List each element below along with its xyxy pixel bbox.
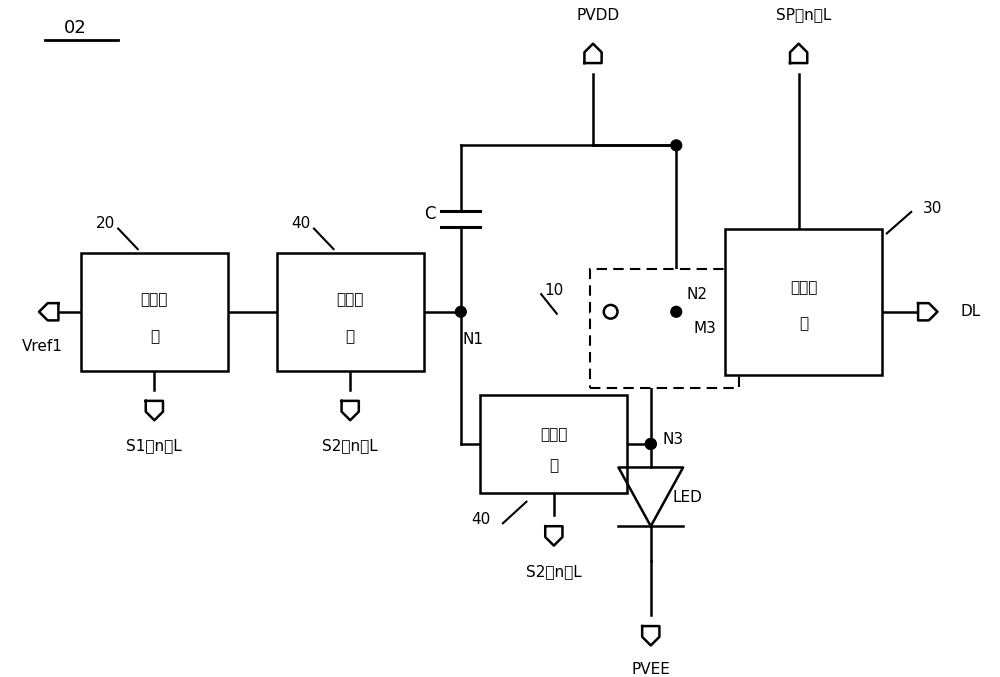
Text: 10: 10: [544, 283, 563, 298]
Bar: [590, 269, 739, 388]
Text: M3: M3: [693, 321, 716, 336]
Circle shape: [671, 307, 682, 317]
Text: 块: 块: [799, 316, 808, 331]
Text: S2（n）L: S2（n）L: [322, 439, 378, 454]
Text: 20: 20: [96, 216, 115, 231]
Text: 块: 块: [549, 458, 558, 473]
Text: N2: N2: [686, 286, 707, 302]
Text: Vref1: Vref1: [22, 338, 63, 353]
Text: N3: N3: [663, 431, 684, 447]
Text: 40: 40: [471, 512, 490, 527]
Text: S2（n）L: S2（n）L: [526, 564, 582, 579]
Circle shape: [645, 439, 656, 450]
Circle shape: [455, 307, 466, 317]
Text: 写入模: 写入模: [790, 280, 817, 294]
Text: PVDD: PVDD: [576, 7, 619, 22]
Text: 40: 40: [291, 216, 311, 231]
Text: C: C: [424, 205, 435, 223]
Circle shape: [671, 140, 682, 151]
Circle shape: [645, 439, 656, 450]
Text: 30: 30: [923, 202, 942, 217]
Text: PVEE: PVEE: [631, 661, 670, 676]
Text: DL: DL: [960, 304, 980, 320]
Bar: [277, 253, 424, 370]
Bar: [480, 395, 627, 493]
Text: S1（n）L: S1（n）L: [126, 439, 182, 454]
Text: LED: LED: [672, 490, 702, 505]
Text: 块: 块: [150, 329, 159, 344]
Bar: [81, 253, 228, 370]
Text: 块: 块: [346, 329, 355, 344]
Bar: [725, 229, 882, 376]
Text: 补偿模: 补偿模: [337, 292, 364, 307]
Text: N1: N1: [463, 332, 484, 347]
Text: 复位模: 复位模: [141, 292, 168, 307]
Text: SP（n）L: SP（n）L: [776, 7, 831, 22]
Text: 补偿模: 补偿模: [540, 427, 568, 441]
Text: 02: 02: [64, 19, 87, 37]
